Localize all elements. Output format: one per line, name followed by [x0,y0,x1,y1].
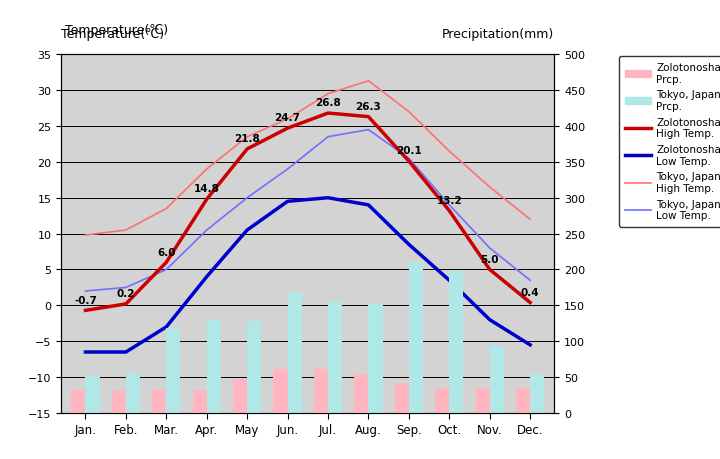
Text: 6.0: 6.0 [157,247,176,257]
Text: 0.4: 0.4 [521,287,539,297]
Zolotonosha
High Temp. [122,302,130,307]
Bar [192,390,207,413]
Tokyo, Japan
High Temp. [283,117,292,122]
Tokyo, Japan
Low Temp. [162,267,171,273]
Zolotonosha
High Temp. [324,111,333,117]
Bar [530,374,544,413]
Tokyo, Japan
Low Temp. [283,167,292,173]
Zolotonosha
High Temp. [81,308,90,313]
Tokyo, Japan
Low Temp. [202,228,211,233]
Text: 21.8: 21.8 [234,134,260,144]
Text: 26.3: 26.3 [356,102,382,112]
Text: Temperature(℃): Temperature(℃) [66,24,168,37]
Tokyo, Japan
Low Temp. [122,285,130,291]
Zolotonosha
Low Temp. [122,349,130,355]
Tokyo, Japan
Low Temp. [526,278,534,283]
Tokyo, Japan
High Temp. [405,110,413,115]
Bar [354,374,369,413]
Tokyo, Japan
Low Temp. [485,246,494,251]
Text: 14.8: 14.8 [194,184,220,194]
Tokyo, Japan
High Temp. [364,79,373,84]
Tokyo, Japan
High Temp. [445,149,454,155]
Tokyo, Japan
High Temp. [324,92,333,97]
Bar [449,271,464,413]
Tokyo, Japan
Low Temp. [324,134,333,140]
Zolotonosha
Low Temp. [405,242,413,247]
Bar [409,263,423,413]
Text: 24.7: 24.7 [274,113,300,123]
Zolotonosha
High Temp. [162,260,171,265]
Tokyo, Japan
High Temp. [162,206,171,212]
Tokyo, Japan
High Temp. [81,233,90,238]
Text: 13.2: 13.2 [436,196,462,206]
Zolotonosha
Low Temp. [81,349,90,355]
Bar [247,321,261,413]
Zolotonosha
Low Temp. [526,342,534,348]
Bar [490,347,504,413]
Tokyo, Japan
Low Temp. [445,203,454,208]
Zolotonosha
Low Temp. [485,317,494,323]
Text: 0.2: 0.2 [117,289,135,298]
Zolotonosha
High Temp. [243,147,251,152]
Tokyo, Japan
High Temp. [526,217,534,223]
Bar [476,388,490,413]
Zolotonosha
Low Temp. [364,203,373,208]
Bar [435,388,449,413]
Tokyo, Japan
Low Temp. [243,196,251,201]
Tokyo, Japan
High Temp. [243,134,251,140]
Zolotonosha
High Temp. [283,126,292,132]
Bar [395,383,409,413]
Bar [207,320,221,413]
Bar [112,390,126,413]
Zolotonosha
High Temp. [364,115,373,120]
Bar [152,390,166,413]
Tokyo, Japan
High Temp. [122,228,130,233]
Legend: Zolotonosha
Prcp., Tokyo, Japan
Prcp., Zolotonosha
High Temp., Zolotonosha
Low T: Zolotonosha Prcp., Tokyo, Japan Prcp., Z… [618,57,720,227]
Tokyo, Japan
Low Temp. [81,289,90,294]
Zolotonosha
Low Temp. [445,278,454,283]
Line: Tokyo, Japan
High Temp.: Tokyo, Japan High Temp. [86,82,530,235]
Tokyo, Japan
Low Temp. [364,128,373,133]
Zolotonosha
High Temp. [202,197,211,202]
Zolotonosha
Low Temp. [162,325,171,330]
Bar [314,369,328,413]
Text: Temperature(℃): Temperature(℃) [61,28,164,41]
Line: Tokyo, Japan
Low Temp.: Tokyo, Japan Low Temp. [86,130,530,291]
Zolotonosha
High Temp. [445,208,454,214]
Bar [126,373,140,413]
Text: 20.1: 20.1 [396,146,422,156]
Tokyo, Japan
High Temp. [202,167,211,173]
Zolotonosha
Low Temp. [243,228,251,233]
Bar [369,304,382,413]
Zolotonosha
High Temp. [405,159,413,164]
Bar [287,293,302,413]
Text: 5.0: 5.0 [480,254,499,264]
Bar [86,376,99,413]
Bar [274,369,287,413]
Bar [233,380,247,413]
Zolotonosha
Low Temp. [283,199,292,205]
Text: -0.7: -0.7 [74,295,97,305]
Text: Precipitation(mm): Precipitation(mm) [442,28,554,41]
Line: Zolotonosha
Low Temp.: Zolotonosha Low Temp. [86,198,530,352]
Bar [516,388,530,413]
Zolotonosha
High Temp. [526,300,534,306]
Bar [328,303,342,413]
Zolotonosha
Low Temp. [202,274,211,280]
Tokyo, Japan
Low Temp. [405,156,413,162]
Text: 26.8: 26.8 [315,98,341,108]
Zolotonosha
High Temp. [485,267,494,273]
Zolotonosha
Low Temp. [324,196,333,201]
Tokyo, Japan
High Temp. [485,185,494,190]
Bar [71,390,86,413]
Line: Zolotonosha
High Temp.: Zolotonosha High Temp. [86,114,530,311]
Bar [166,329,181,413]
